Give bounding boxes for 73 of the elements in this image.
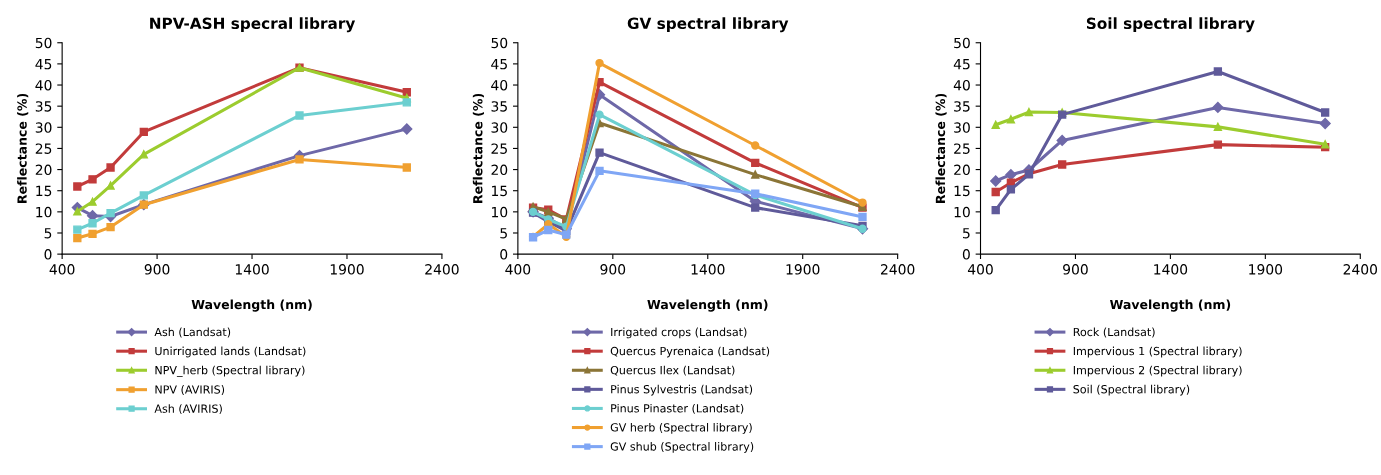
x-tick-label: 1400 <box>235 264 269 275</box>
y-tick-label: 50 <box>491 37 508 49</box>
x-tick-label: 900 <box>144 264 170 275</box>
y-tick-label: 25 <box>35 143 52 154</box>
y-tick-label: 5 <box>963 228 970 239</box>
x-axis-title: Wavelength (nm) <box>647 299 768 312</box>
legend-label: Irrigated crops (Landsat) <box>611 327 747 339</box>
y-tick-label: 10 <box>492 206 508 218</box>
y-tick-label: 45 <box>35 59 52 70</box>
legend-label: Impervious 1 (Spectral library) <box>1073 346 1242 358</box>
chart-title: NPV-ASH specral library <box>150 17 356 33</box>
y-tick-label: 15 <box>36 185 52 197</box>
legend-label: Quercus Pyrenaica (Landsat) <box>610 346 770 358</box>
x-axis-title: Wavelength (nm) <box>1109 299 1231 312</box>
y-tick-label: 45 <box>953 59 970 70</box>
legend-label: Rock (Landsat) <box>1073 327 1155 338</box>
y-tick-label: 0 <box>44 249 52 260</box>
y-tick-label: 35 <box>954 101 970 112</box>
y-tick-label: 15 <box>492 185 507 197</box>
x-tick-label: 2400 <box>1343 264 1378 275</box>
y-axis-title: Reflectance (%) <box>935 93 947 203</box>
y-tick-label: 20 <box>491 164 508 176</box>
y-tick-label: 50 <box>35 37 52 49</box>
legend-label: GV herb (Spectral library) <box>610 422 752 434</box>
chart-title: GV spectral library <box>627 17 789 33</box>
legend-label: Quercus Ilex (Landsat) <box>610 365 735 376</box>
y-tick-label: 20 <box>35 164 52 176</box>
legend-label: NPV (AVIRIS) <box>155 385 225 396</box>
x-tick-label: 1900 <box>1249 264 1283 275</box>
x-tick-label: 1900 <box>330 264 364 275</box>
legend-label: NPV_herb (Spectral library) <box>155 365 305 377</box>
y-tick-label: 40 <box>491 79 508 91</box>
legend-label: Ash (Landsat) <box>154 327 231 338</box>
x-tick-label: 1900 <box>786 264 820 275</box>
legend-label: GV shub (Spectral library) <box>610 442 754 453</box>
x-tick-label: 400 <box>967 264 993 275</box>
legend-label: Soil (Spectral library) <box>1073 384 1190 396</box>
legend-label: Ash (AVIRIS) <box>154 404 222 415</box>
y-tick-label: 35 <box>491 101 507 112</box>
y-tick-label: 5 <box>500 228 507 239</box>
y-tick-label: 25 <box>954 143 970 154</box>
y-tick-label: 0 <box>500 249 508 260</box>
y-axis-title: Reflectance (%) <box>17 93 29 203</box>
y-tick-label: 40 <box>35 79 52 91</box>
y-tick-label: 25 <box>491 143 507 154</box>
y-tick-label: 35 <box>35 101 52 112</box>
x-tick-label: 1400 <box>1154 264 1188 275</box>
x-tick-label: 900 <box>600 264 626 275</box>
x-tick-label: 900 <box>1063 264 1088 275</box>
y-tick-label: 30 <box>491 122 508 133</box>
y-tick-label: 0 <box>962 249 970 260</box>
legend-label: Pinus Sylvestris (Landsat) <box>611 384 753 396</box>
y-tick-label: 30 <box>35 122 52 133</box>
y-tick-label: 5 <box>44 228 52 239</box>
x-tick-label: 400 <box>505 264 531 275</box>
legend-label: Pinus Pinaster (Landsat) <box>611 403 744 414</box>
x-tick-label: 2400 <box>880 264 915 275</box>
y-tick-label: 20 <box>954 164 970 176</box>
x-tick-label: 2400 <box>425 264 459 275</box>
y-tick-label: 30 <box>954 122 970 133</box>
x-axis-title: Wavelength (nm) <box>191 299 312 312</box>
y-tick-label: 45 <box>491 59 507 70</box>
chart-title: Soil spectral library <box>1086 17 1255 33</box>
y-tick-label: 10 <box>954 206 970 218</box>
x-tick-label: 1400 <box>691 264 725 275</box>
y-tick-label: 50 <box>954 37 970 49</box>
legend-label: Impervious 2 (Spectral library) <box>1073 365 1242 377</box>
x-tick-label: 400 <box>49 264 75 275</box>
legend-label: Unirrigated lands (Landsat) <box>155 346 306 358</box>
y-axis-title: Reflectance (%) <box>472 93 484 203</box>
y-tick-label: 10 <box>36 206 52 218</box>
y-tick-label: 40 <box>953 79 970 91</box>
y-tick-label: 15 <box>954 185 970 197</box>
